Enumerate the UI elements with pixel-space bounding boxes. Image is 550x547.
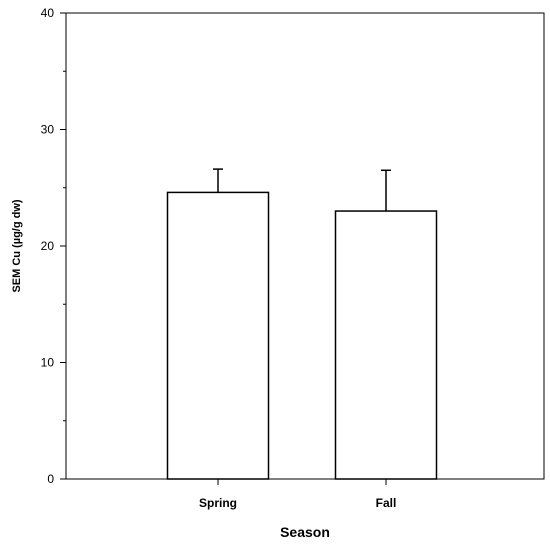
bar-fall: [334, 210, 438, 480]
bars-group: [166, 191, 438, 480]
y-tick-label: 40: [41, 6, 55, 20]
plot-area: [65, 12, 545, 480]
x-tick-label-spring: Spring: [199, 496, 237, 510]
plot-frame: [65, 12, 545, 480]
axes-group: 0 10 20 30 40: [41, 6, 387, 486]
y-axis-title: SEM Cu (µg/g dw): [11, 199, 23, 292]
y-tick-label: 20: [41, 239, 55, 253]
y-tick-label: 0: [47, 472, 54, 486]
bar-spring: [166, 191, 270, 480]
y-tick-label: 30: [41, 123, 55, 137]
error-bar-spring: [213, 168, 223, 193]
error-bars-group: [213, 168, 391, 212]
labels-group: Season SEM Cu (µg/g dw) Spring Fall: [11, 199, 396, 540]
y-tick-label: 10: [41, 356, 55, 370]
x-axis-title: Season: [280, 524, 330, 540]
error-bar-fall: [381, 169, 391, 212]
x-tick-label-fall: Fall: [376, 496, 397, 510]
